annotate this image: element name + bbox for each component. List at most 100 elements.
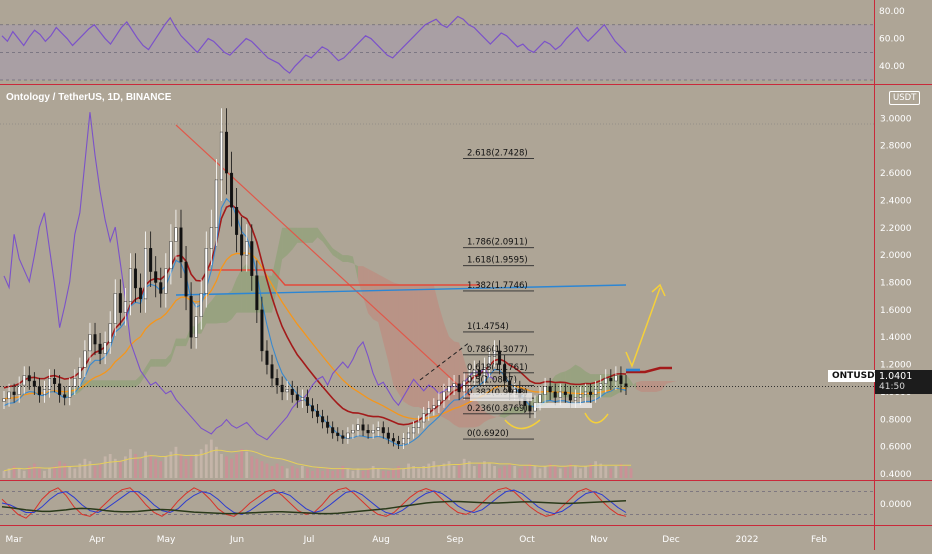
volume-bar	[483, 461, 486, 478]
candle-body	[2, 398, 6, 402]
volume-bar	[543, 466, 547, 478]
volume-bar	[533, 466, 537, 478]
volume-bar	[579, 468, 582, 478]
volume-bar	[214, 446, 218, 478]
candle-body	[139, 287, 143, 300]
candle-body	[245, 241, 249, 256]
ichimoku-cloud-segment	[418, 285, 424, 410]
volume-bar	[68, 466, 72, 478]
candle-body	[164, 268, 168, 294]
time-tick-label: Mar	[6, 535, 23, 545]
ichimoku-cloud-segment	[560, 371, 566, 398]
ichimoku-cloud-segment	[666, 380, 672, 384]
volume-bar	[432, 461, 436, 478]
candle-body	[108, 323, 112, 343]
volume-bar	[37, 468, 41, 478]
volume-bar	[129, 449, 132, 478]
ichimoku-cloud-segment	[297, 227, 303, 243]
volume-bar	[58, 461, 62, 478]
fib-level-label: 0.786(1.3077)	[467, 345, 528, 355]
volume-bar	[7, 468, 11, 478]
candle-body	[189, 295, 193, 338]
rsi-band	[0, 24, 874, 80]
time-tick-label: Jun	[229, 535, 244, 545]
volume-bar	[78, 463, 82, 478]
ichimoku-cloud-segment	[347, 255, 353, 264]
fib-level-label: 1(1.4754)	[467, 322, 509, 332]
candle-body	[285, 388, 289, 393]
volume-bar	[285, 468, 289, 478]
ichimoku-cloud-segment	[145, 359, 151, 375]
volume-bar	[270, 466, 274, 478]
candle-body	[63, 394, 67, 398]
ichimoku-cloud-segment	[388, 279, 394, 386]
symbol-title[interactable]: Ontology / TetherUS, 1D, BINANCE	[6, 92, 172, 103]
ichimoku-cloud-segment	[378, 274, 384, 343]
ichimoku-cloud-segment	[312, 227, 318, 243]
candle-body	[386, 432, 390, 439]
candle-body	[412, 427, 416, 434]
ichimoku-cloud-segment	[641, 380, 647, 392]
level-line-red	[205, 269, 480, 286]
volume-bar	[194, 454, 198, 478]
ichimoku-cloud-segment	[651, 380, 657, 392]
fib-level-label: 0.236(0.8769)	[467, 404, 528, 414]
candle-body	[310, 405, 314, 412]
volume-bar	[184, 458, 188, 478]
ichimoku-cloud-segment	[302, 227, 308, 243]
ichimoku-cloud-segment	[519, 405, 525, 414]
volume-bar	[108, 454, 112, 478]
time-tick-label: Dec	[662, 535, 679, 545]
candle-body	[371, 430, 375, 434]
candle-body	[361, 424, 365, 431]
volume-bar	[225, 456, 228, 478]
volume-bar	[341, 466, 345, 478]
ichimoku-cloud-segment	[120, 380, 126, 388]
ichimoku-cloud-segment	[504, 408, 510, 418]
candle-body	[543, 386, 547, 395]
price-tick-label: 3.0000	[880, 114, 912, 124]
fib-level-label: 1.618(1.9595)	[467, 256, 528, 266]
volume-bar	[12, 466, 16, 478]
candle-body	[113, 293, 117, 324]
ichimoku-cloud-segment	[661, 380, 667, 391]
currency-badge[interactable]: USDT	[889, 91, 921, 105]
volume-bar	[134, 454, 137, 478]
candle-body	[326, 421, 330, 428]
candle-body	[578, 394, 582, 398]
ichimoku-cloud-segment	[317, 227, 323, 242]
volume-bar	[326, 468, 330, 478]
ichimoku-cloud-segment	[216, 294, 222, 324]
ichimoku-cloud-segment	[479, 404, 485, 427]
candle-body	[589, 391, 593, 395]
ichimoku-cloud-segment	[626, 374, 632, 390]
dashed-forecast-line	[419, 341, 471, 381]
rsi-pane: 80.00 60.00 40.00	[0, 7, 932, 85]
ichimoku-cloud-segment	[433, 285, 439, 416]
candle-body	[53, 378, 57, 384]
ichimoku-cloud-segment	[287, 227, 293, 256]
volume-bar	[230, 458, 233, 478]
volume-bar	[53, 466, 56, 478]
candle-body	[295, 394, 299, 401]
kijun-line	[3, 204, 627, 426]
ichimoku-cloud-segment	[631, 380, 637, 390]
ichimoku-cloud-segment	[292, 227, 298, 250]
ichimoku-cloud-segment	[489, 414, 495, 420]
ichimoku-cloud-segment	[514, 406, 520, 414]
volume-bar	[614, 466, 618, 478]
volume-bar	[427, 463, 431, 478]
candle-body	[609, 378, 613, 382]
volume-bar	[295, 468, 299, 478]
ichimoku-cloud-segment	[307, 227, 313, 243]
candle-body	[437, 399, 441, 406]
candle-body	[270, 364, 274, 379]
projection-path	[625, 287, 661, 369]
ichimoku-cloud-segment	[322, 234, 328, 249]
ichimoku-cloud-segment	[423, 285, 429, 412]
ichimoku-cloud-segment	[494, 415, 500, 418]
candle-body	[58, 383, 62, 395]
candle-body	[128, 268, 132, 302]
volume-bar	[336, 468, 340, 478]
